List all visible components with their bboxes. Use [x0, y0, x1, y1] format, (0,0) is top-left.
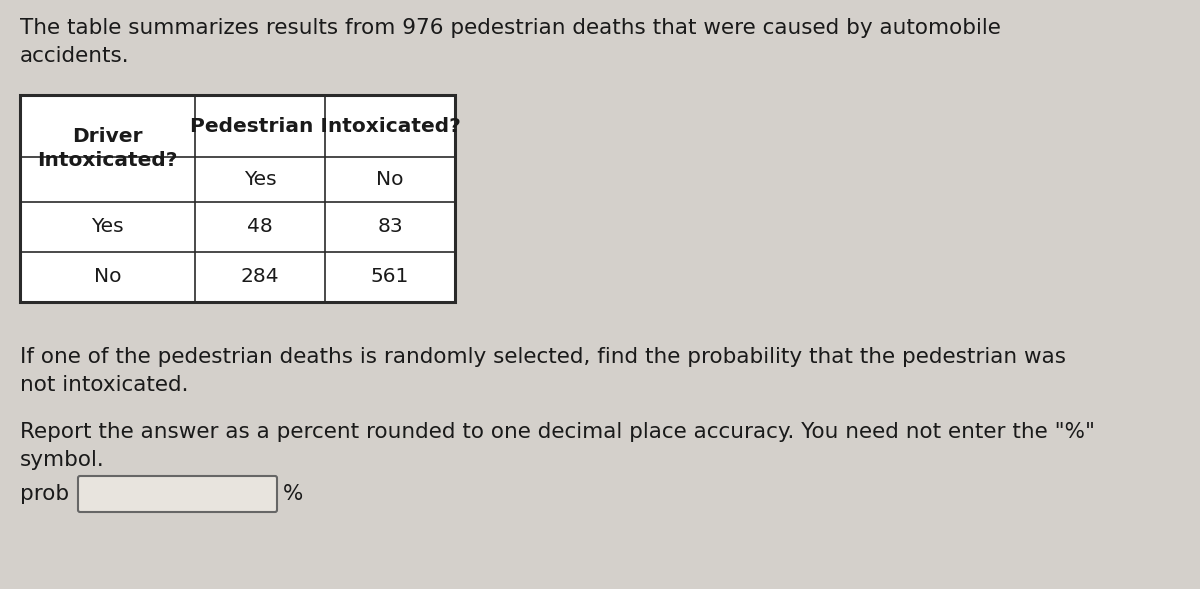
Text: Yes: Yes [91, 217, 124, 237]
Text: 284: 284 [241, 267, 280, 286]
Text: 48: 48 [247, 217, 272, 237]
Text: 561: 561 [371, 267, 409, 286]
Bar [20, 95, 455, 302]
Text: Pedestrian Intoxicated?: Pedestrian Intoxicated? [190, 117, 461, 135]
Text: Driver
Intoxicated?: Driver Intoxicated? [37, 127, 178, 170]
FancyBboxPatch shape [78, 476, 277, 512]
Text: No: No [377, 170, 403, 189]
Text: No: No [94, 267, 121, 286]
Text: The table summarizes results from 976 pedestrian deaths that were caused by auto: The table summarizes results from 976 pe… [20, 18, 1001, 66]
Text: Yes: Yes [244, 170, 276, 189]
Bar [20, 95, 455, 302]
Text: prob =: prob = [20, 484, 101, 504]
Text: If one of the pedestrian deaths is randomly selected, find the probability that : If one of the pedestrian deaths is rando… [20, 347, 1066, 395]
Text: %: % [283, 484, 304, 504]
Text: Report the answer as a percent rounded to one decimal place accuracy. You need n: Report the answer as a percent rounded t… [20, 422, 1096, 470]
Text: 83: 83 [377, 217, 403, 237]
